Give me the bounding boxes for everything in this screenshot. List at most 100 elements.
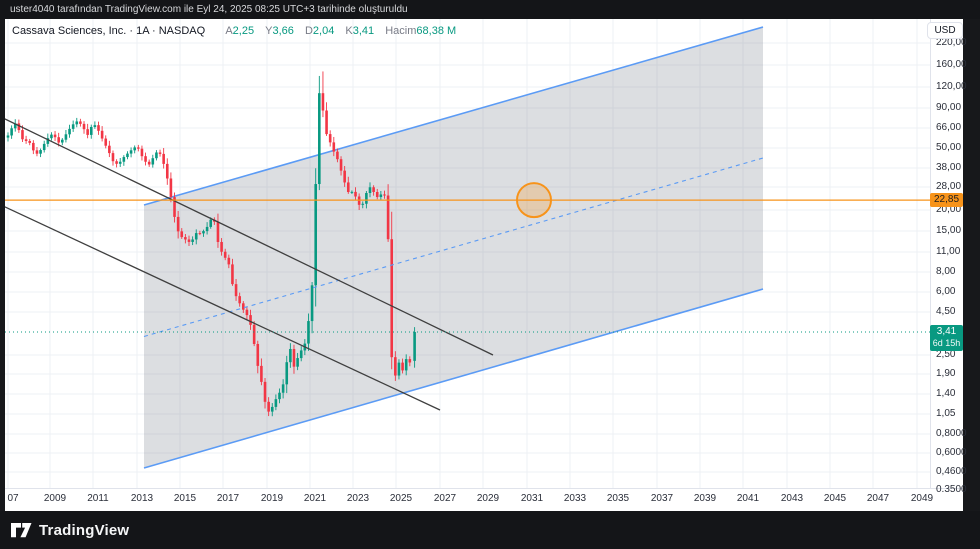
price-tick-label: 4,50 (936, 306, 956, 317)
time-tick-label: 2037 (650, 493, 674, 504)
candle (86, 123, 89, 139)
candle (158, 149, 162, 157)
candle (115, 159, 118, 168)
circle-annotation[interactable] (516, 182, 552, 219)
price-tick-label: 120,00 (936, 81, 967, 92)
candle (100, 126, 104, 142)
candle (386, 184, 390, 242)
candle (198, 230, 202, 236)
tradingview-logo[interactable]: TradingView (11, 522, 129, 539)
price-tick-label: 38,00 (936, 162, 962, 173)
open-label: A (225, 25, 233, 37)
trend-line[interactable] (3, 206, 441, 411)
last-price-label[interactable]: 3,41 6d 15h (930, 325, 963, 352)
candle (133, 145, 136, 154)
chart-panel (5, 19, 963, 511)
price-tick-label: 6,00 (936, 286, 956, 297)
candle (299, 346, 303, 362)
price-tick-label: 20,00 (936, 204, 962, 215)
price-tick-label: 2,50 (936, 349, 956, 360)
symbol-title[interactable]: Cassava Sciences, Inc. · 1A · NASDAQ (12, 25, 206, 37)
candle (238, 292, 241, 307)
price-tick-label: 15,00 (936, 225, 962, 236)
candle (32, 140, 35, 155)
candle (28, 138, 32, 146)
candle (346, 176, 350, 194)
time-tick-label: 2019 (260, 493, 284, 504)
candle (151, 154, 155, 168)
time-tick-label: 2049 (910, 493, 934, 504)
channel-lower-line[interactable] (143, 288, 764, 469)
candle (379, 191, 383, 200)
time-tick-label: 2027 (433, 493, 457, 504)
candle (310, 281, 314, 334)
last-price-value: 3,41 (936, 326, 957, 338)
plot-area[interactable] (3, 19, 930, 490)
candle (343, 165, 346, 187)
candle (42, 140, 46, 153)
price-tick-label: 0.3500 (936, 484, 967, 495)
candle (216, 213, 220, 248)
candle (394, 351, 397, 381)
candle (274, 394, 278, 411)
time-tick-label: 2031 (520, 493, 544, 504)
trend-line[interactable] (3, 118, 494, 356)
channel-middle-line[interactable] (143, 157, 764, 338)
candle (263, 377, 267, 409)
price-tick-label: 90,00 (936, 102, 962, 113)
candle (350, 190, 354, 194)
volume-value: 68,38 M (416, 25, 457, 37)
price-tick-label: 11,00 (936, 246, 961, 257)
candle (35, 146, 39, 157)
candle (137, 144, 140, 152)
candle (375, 188, 379, 200)
candle (242, 301, 245, 313)
candle (278, 388, 281, 404)
candle (289, 343, 292, 368)
symbol-legend[interactable]: Cassava Sciences, Inc. · 1A · NASDAQ A2,… (12, 25, 456, 39)
candle (285, 355, 289, 394)
time-tick-label: 2015 (173, 493, 197, 504)
time-tick-label: 2029 (476, 493, 500, 504)
candle (93, 121, 97, 129)
candle (413, 327, 416, 368)
candle (231, 258, 234, 286)
candle (270, 403, 274, 417)
channel-upper-line[interactable] (143, 26, 764, 206)
candle (82, 121, 86, 134)
price-tick-label: 220,00 (936, 37, 967, 48)
candle (39, 148, 42, 158)
bar-countdown: 6d 15h (932, 338, 961, 349)
candle (13, 119, 17, 132)
time-tick-label: 2039 (693, 493, 717, 504)
candle (260, 358, 263, 386)
time-axis[interactable]: 07 2009 2011 2013 2015 2017 2019 2021 2023 2025 20… (5, 489, 934, 511)
candle (296, 352, 299, 371)
candle (408, 356, 412, 367)
candle (187, 235, 191, 246)
price-tick-label: 0,6000 (936, 447, 967, 458)
time-tick-label: 2041 (736, 493, 760, 504)
candle (10, 125, 13, 139)
grid (5, 19, 930, 488)
time-tick-label: 2043 (780, 493, 804, 504)
time-tick-label: 2017 (216, 493, 240, 504)
price-axis[interactable]: 220,00 160,00 120,00 90,00 66,00 50,00 38,00 28… (931, 19, 967, 495)
candle (162, 148, 165, 169)
candle (220, 238, 223, 256)
time-tick-label: 2045 (823, 493, 847, 504)
candle (129, 147, 133, 158)
candle (184, 233, 187, 244)
candle (155, 150, 158, 161)
hline-price-label[interactable]: 22,85 (930, 193, 963, 208)
price-tick-label: 28,00 (936, 181, 962, 192)
candle (61, 138, 64, 146)
time-axis-border (5, 488, 963, 489)
currency-usd-button[interactable]: USD (927, 22, 963, 39)
candle (339, 156, 343, 176)
candle (140, 145, 144, 161)
candle (267, 397, 270, 417)
close-value: 3,41 (352, 25, 375, 37)
attribution-bar: uster4040 tarafından TradingView.com ile… (0, 0, 980, 19)
